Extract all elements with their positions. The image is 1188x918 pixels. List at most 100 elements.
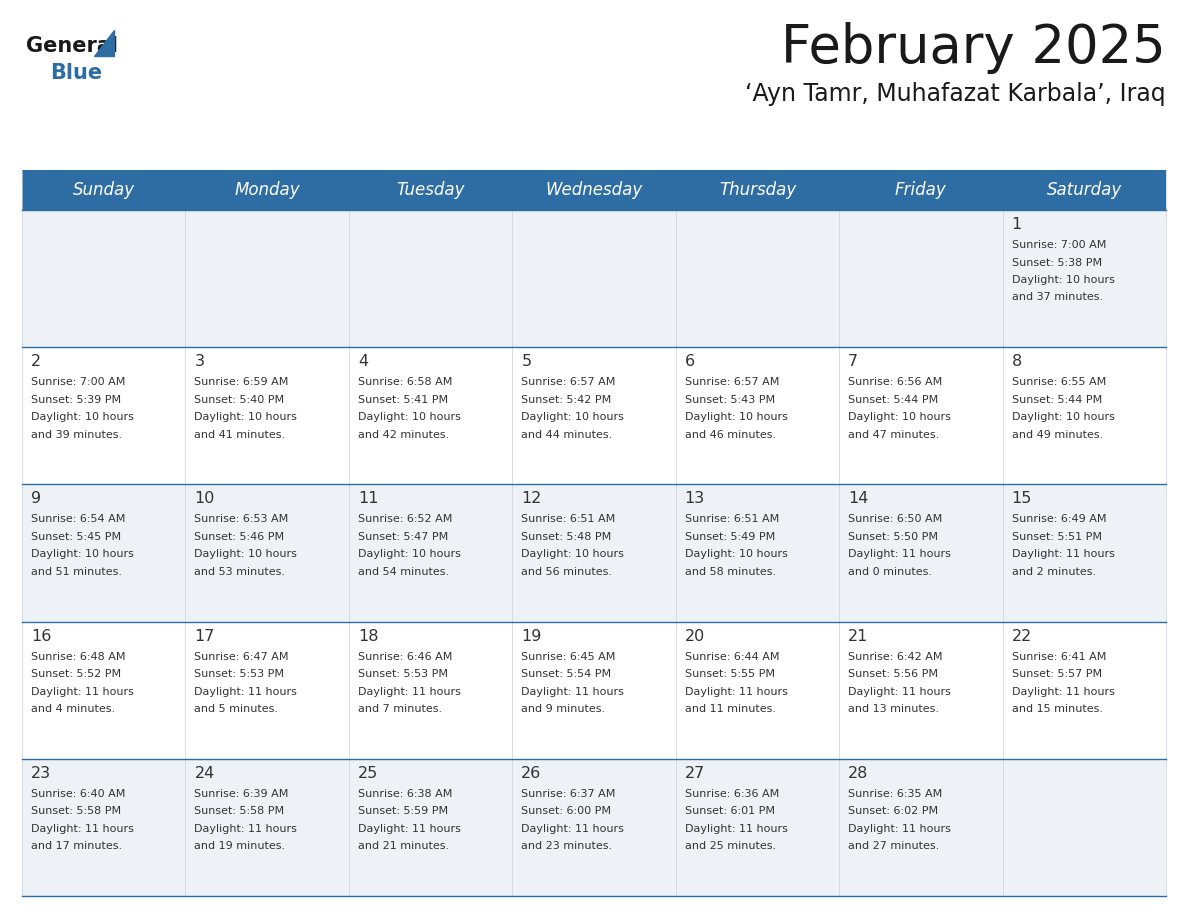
Text: 10: 10 [195, 491, 215, 507]
Bar [23, 210, 1165, 347]
Text: Sunset: 5:54 PM: Sunset: 5:54 PM [522, 669, 612, 679]
Text: Daylight: 11 hours: Daylight: 11 hours [358, 687, 461, 697]
Text: 7: 7 [848, 354, 858, 369]
Text: Daylight: 11 hours: Daylight: 11 hours [31, 687, 134, 697]
Text: Sunrise: 6:56 AM: Sunrise: 6:56 AM [848, 377, 942, 387]
Bar [23, 347, 1165, 485]
Text: Daylight: 10 hours: Daylight: 10 hours [1011, 412, 1114, 422]
Text: 17: 17 [195, 629, 215, 644]
Text: and 56 minutes.: and 56 minutes. [522, 567, 612, 577]
Text: 1: 1 [1011, 217, 1022, 232]
Text: and 9 minutes.: and 9 minutes. [522, 704, 606, 714]
Bar [23, 621, 1165, 759]
Text: and 0 minutes.: and 0 minutes. [848, 567, 933, 577]
Text: Sunrise: 7:00 AM: Sunrise: 7:00 AM [1011, 240, 1106, 250]
Text: 5: 5 [522, 354, 531, 369]
Text: and 4 minutes.: and 4 minutes. [31, 704, 115, 714]
Text: 15: 15 [1011, 491, 1032, 507]
Text: 23: 23 [31, 766, 51, 781]
Text: and 53 minutes.: and 53 minutes. [195, 567, 285, 577]
Text: Sunrise: 6:52 AM: Sunrise: 6:52 AM [358, 514, 453, 524]
Text: Friday: Friday [895, 181, 947, 199]
Text: 21: 21 [848, 629, 868, 644]
Text: Sunrise: 6:49 AM: Sunrise: 6:49 AM [1011, 514, 1106, 524]
Bar [23, 170, 1165, 210]
Text: Daylight: 10 hours: Daylight: 10 hours [31, 412, 134, 422]
Text: Daylight: 10 hours: Daylight: 10 hours [358, 549, 461, 559]
Text: Sunrise: 6:40 AM: Sunrise: 6:40 AM [31, 789, 126, 799]
Text: Sunset: 5:47 PM: Sunset: 5:47 PM [358, 532, 448, 542]
Text: Sunset: 5:53 PM: Sunset: 5:53 PM [195, 669, 284, 679]
Text: Daylight: 11 hours: Daylight: 11 hours [684, 823, 788, 834]
Text: Sunrise: 6:39 AM: Sunrise: 6:39 AM [195, 789, 289, 799]
Text: Sunset: 5:39 PM: Sunset: 5:39 PM [31, 395, 121, 405]
Text: and 23 minutes.: and 23 minutes. [522, 841, 612, 851]
Text: Sunrise: 6:57 AM: Sunrise: 6:57 AM [684, 377, 779, 387]
Text: and 54 minutes.: and 54 minutes. [358, 567, 449, 577]
Text: Tuesday: Tuesday [397, 181, 465, 199]
Text: and 25 minutes.: and 25 minutes. [684, 841, 776, 851]
Text: 22: 22 [1011, 629, 1032, 644]
Text: 25: 25 [358, 766, 378, 781]
Text: Sunset: 5:44 PM: Sunset: 5:44 PM [848, 395, 939, 405]
Text: 9: 9 [31, 491, 42, 507]
Text: and 17 minutes.: and 17 minutes. [31, 841, 122, 851]
Text: Sunrise: 6:53 AM: Sunrise: 6:53 AM [195, 514, 289, 524]
Text: General: General [26, 36, 118, 56]
Text: Daylight: 10 hours: Daylight: 10 hours [684, 412, 788, 422]
Text: Daylight: 11 hours: Daylight: 11 hours [522, 823, 624, 834]
Text: and 21 minutes.: and 21 minutes. [358, 841, 449, 851]
Text: Sunrise: 6:37 AM: Sunrise: 6:37 AM [522, 789, 615, 799]
Text: Blue: Blue [50, 62, 102, 83]
Text: Sunrise: 6:35 AM: Sunrise: 6:35 AM [848, 789, 942, 799]
Text: Sunday: Sunday [72, 181, 134, 199]
Text: Sunset: 5:58 PM: Sunset: 5:58 PM [195, 806, 285, 816]
Text: Sunrise: 6:47 AM: Sunrise: 6:47 AM [195, 652, 289, 662]
Text: Sunset: 5:53 PM: Sunset: 5:53 PM [358, 669, 448, 679]
Text: Daylight: 11 hours: Daylight: 11 hours [848, 823, 952, 834]
Text: Sunset: 5:57 PM: Sunset: 5:57 PM [1011, 669, 1101, 679]
Text: Daylight: 11 hours: Daylight: 11 hours [848, 549, 952, 559]
Text: Sunset: 5:48 PM: Sunset: 5:48 PM [522, 532, 612, 542]
Text: Sunrise: 6:58 AM: Sunrise: 6:58 AM [358, 377, 453, 387]
Text: Daylight: 11 hours: Daylight: 11 hours [522, 687, 624, 697]
Text: Sunrise: 6:38 AM: Sunrise: 6:38 AM [358, 789, 453, 799]
Text: Daylight: 10 hours: Daylight: 10 hours [195, 549, 297, 559]
Text: Sunrise: 6:42 AM: Sunrise: 6:42 AM [848, 652, 942, 662]
Polygon shape [95, 30, 114, 56]
Text: 12: 12 [522, 491, 542, 507]
Text: and 39 minutes.: and 39 minutes. [31, 430, 122, 440]
Text: 16: 16 [31, 629, 51, 644]
Text: Daylight: 11 hours: Daylight: 11 hours [684, 687, 788, 697]
Bar [23, 485, 1165, 621]
Text: Sunrise: 6:48 AM: Sunrise: 6:48 AM [31, 652, 126, 662]
Text: 26: 26 [522, 766, 542, 781]
Text: Sunrise: 6:41 AM: Sunrise: 6:41 AM [1011, 652, 1106, 662]
Text: 11: 11 [358, 491, 378, 507]
Text: Sunset: 5:38 PM: Sunset: 5:38 PM [1011, 258, 1101, 267]
Text: Sunrise: 6:46 AM: Sunrise: 6:46 AM [358, 652, 453, 662]
Text: Sunrise: 6:45 AM: Sunrise: 6:45 AM [522, 652, 615, 662]
Text: and 15 minutes.: and 15 minutes. [1011, 704, 1102, 714]
Text: Daylight: 11 hours: Daylight: 11 hours [31, 823, 134, 834]
Text: 2: 2 [31, 354, 42, 369]
Text: 19: 19 [522, 629, 542, 644]
Text: 4: 4 [358, 354, 368, 369]
Text: Sunset: 5:50 PM: Sunset: 5:50 PM [848, 532, 939, 542]
Text: Sunrise: 6:50 AM: Sunrise: 6:50 AM [848, 514, 942, 524]
Text: and 19 minutes.: and 19 minutes. [195, 841, 285, 851]
Text: and 41 minutes.: and 41 minutes. [195, 430, 285, 440]
Text: 3: 3 [195, 354, 204, 369]
Text: and 37 minutes.: and 37 minutes. [1011, 293, 1102, 303]
Text: Daylight: 10 hours: Daylight: 10 hours [358, 412, 461, 422]
Text: Monday: Monday [234, 181, 299, 199]
Text: Sunset: 5:43 PM: Sunset: 5:43 PM [684, 395, 775, 405]
Text: 27: 27 [684, 766, 704, 781]
Text: Daylight: 11 hours: Daylight: 11 hours [1011, 549, 1114, 559]
Text: Sunrise: 6:57 AM: Sunrise: 6:57 AM [522, 377, 615, 387]
Text: and 44 minutes.: and 44 minutes. [522, 430, 613, 440]
Text: Daylight: 10 hours: Daylight: 10 hours [522, 412, 624, 422]
Text: Sunrise: 6:36 AM: Sunrise: 6:36 AM [684, 789, 779, 799]
Text: and 47 minutes.: and 47 minutes. [848, 430, 940, 440]
Text: Sunset: 5:40 PM: Sunset: 5:40 PM [195, 395, 285, 405]
